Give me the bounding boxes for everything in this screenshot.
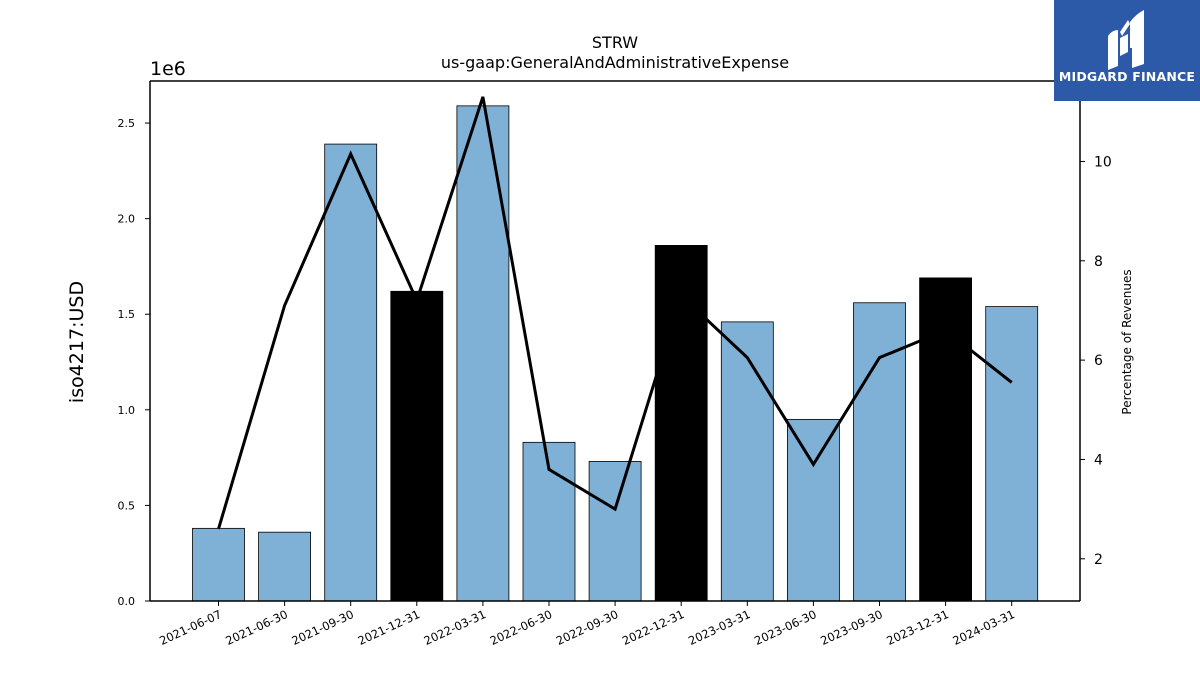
y-tick-label: 0.5 [118, 499, 136, 512]
bar [324, 143, 378, 602]
x-tick-label: 2021-06-07 [157, 607, 223, 648]
x-tick-label: 2022-12-31 [620, 607, 686, 648]
bar [853, 302, 906, 602]
bar [456, 105, 510, 602]
y-tick-label: 2.0 [118, 213, 136, 226]
x-tick-label: 2023-12-31 [884, 607, 950, 648]
y-tick-label: 2.5 [118, 117, 136, 130]
y-tick-label: 1.5 [118, 308, 136, 321]
y-offset-label: 1e6 [150, 58, 186, 80]
x-tick-label: 2023-06-30 [752, 607, 818, 648]
x-tick-label: 2022-06-30 [488, 607, 554, 648]
bar [787, 418, 840, 602]
y-tick-label: 1.0 [118, 404, 136, 417]
bar [258, 531, 312, 602]
y2-tick-label: 4 [1094, 452, 1103, 468]
y2-tick-label: 6 [1094, 353, 1103, 369]
x-tick-label: 2021-09-30 [289, 607, 355, 648]
bar [720, 321, 774, 602]
midgard-logo-icon [1108, 10, 1144, 70]
y2-tick-label: 8 [1094, 254, 1103, 270]
y2-axis-label: Percentage of Revenues [1120, 269, 1134, 414]
bar [192, 527, 245, 602]
x-tick-label: 2023-03-31 [686, 607, 752, 648]
bar [390, 290, 444, 602]
x-tick-label: 2021-06-30 [223, 607, 289, 648]
y-axis-label: iso4217:USD [66, 281, 88, 403]
chart-subtitle: us-gaap:GeneralAndAdministrativeExpense [441, 53, 789, 72]
x-tick-label: 2022-03-31 [422, 607, 488, 648]
bar [588, 461, 642, 602]
x-tick-label: 2024-03-31 [950, 607, 1016, 648]
bar [919, 277, 972, 602]
bar [654, 245, 708, 602]
x-tick-label: 2022-09-30 [554, 607, 620, 648]
logo-text: MIDGARD FINANCE [1058, 69, 1196, 84]
y2-tick-label: 2 [1094, 552, 1103, 568]
y-tick-label: 0.0 [118, 595, 136, 608]
x-tick-label: 2023-09-30 [818, 607, 884, 648]
y2-tick-label: 10 [1094, 154, 1112, 170]
brand-logo: MIDGARD FINANCE [1054, 0, 1200, 101]
x-tick-label: 2021-12-31 [356, 607, 422, 648]
percentage-line [217, 96, 1013, 530]
bar [985, 306, 1039, 602]
chart-title: STRW [592, 33, 638, 52]
